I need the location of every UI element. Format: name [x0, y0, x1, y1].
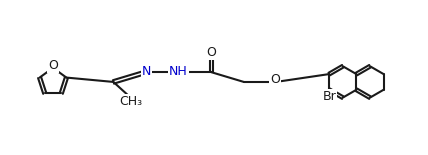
Text: N: N	[142, 65, 151, 78]
Text: CH₃: CH₃	[119, 95, 143, 108]
Text: NH: NH	[169, 65, 188, 78]
Text: O: O	[270, 73, 280, 86]
Text: O: O	[207, 46, 217, 59]
Text: Br: Br	[322, 90, 336, 103]
Text: O: O	[48, 59, 58, 72]
